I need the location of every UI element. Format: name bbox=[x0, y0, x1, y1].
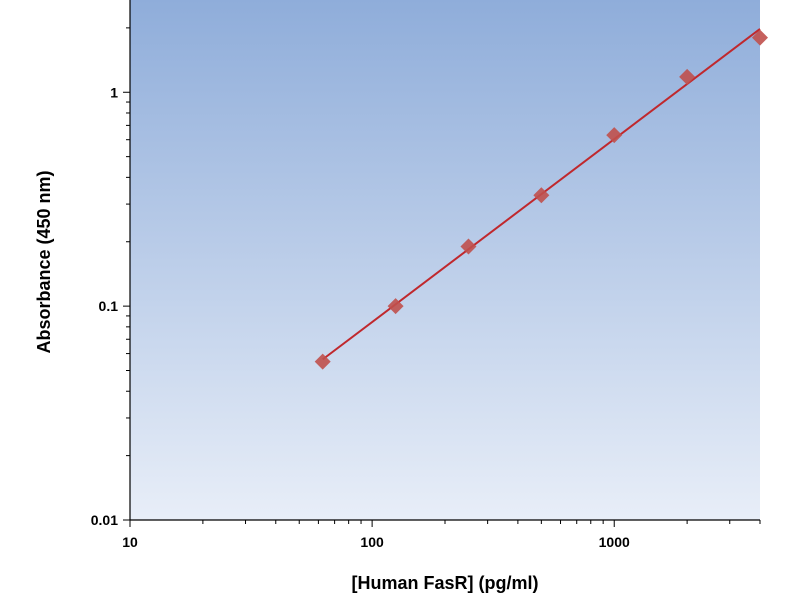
plot-area bbox=[130, 0, 760, 520]
data-point-diamond bbox=[460, 238, 477, 255]
x-tick-label: 10 bbox=[122, 534, 138, 550]
data-point-diamond bbox=[679, 68, 696, 85]
x-tick-label: 1000 bbox=[599, 534, 630, 550]
data-point-diamond bbox=[314, 353, 331, 370]
axes: 10 100 1000 0.01 0.1 1 bbox=[91, 0, 761, 550]
y-axis-title: Absorbance (450 nm) bbox=[34, 170, 54, 353]
data-point-diamond bbox=[606, 127, 623, 144]
x-tick-label: 100 bbox=[360, 534, 384, 550]
y-tick-label: 0.1 bbox=[99, 298, 119, 314]
data-point-diamond bbox=[533, 187, 550, 204]
x-axis-title: [Human FasR] (pg/ml) bbox=[352, 573, 539, 593]
data-points bbox=[314, 29, 768, 370]
y-tick-label: 0.01 bbox=[91, 512, 118, 528]
y-tick-label: 1 bbox=[110, 84, 118, 100]
data-point-diamond bbox=[752, 29, 768, 46]
data-point-diamond bbox=[387, 298, 404, 315]
